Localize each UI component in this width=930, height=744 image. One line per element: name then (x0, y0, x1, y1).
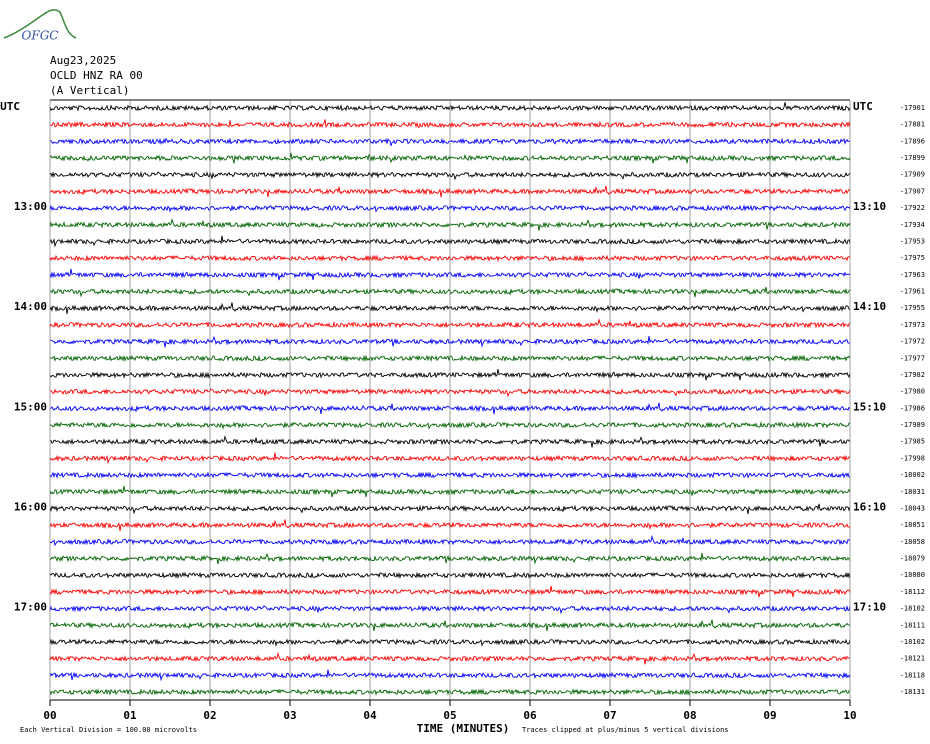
left-time-label: UTC (0, 100, 20, 113)
date: Aug23,2025 (50, 54, 116, 67)
right-time-label: 13:10 (853, 200, 886, 213)
clip-note: Traces clipped at plus/minus 5 vertical … (522, 726, 729, 734)
right-time-label: 16:10 (853, 500, 886, 513)
row-offset: -17922 (900, 204, 925, 212)
row-offset: -17982 (900, 371, 925, 379)
row-offset: -17998 (900, 454, 925, 462)
row-offset: -18112 (900, 588, 925, 596)
row-offset: -18058 (900, 538, 925, 546)
row-offset: -17980 (900, 388, 925, 396)
row-offset: -18002 (900, 471, 925, 479)
row-offset: -17975 (900, 254, 925, 262)
row-offset: -18102 (900, 638, 925, 646)
left-time-label: 14:00 (14, 300, 47, 313)
x-tick-label: 08 (683, 709, 696, 722)
logo-mark (3, 9, 77, 39)
x-tick-label: 02 (203, 709, 216, 722)
row-offset: -18051 (900, 521, 925, 529)
row-offset: -17972 (900, 338, 925, 346)
x-tick-label: 07 (603, 709, 616, 722)
x-tick-label: 01 (123, 709, 137, 722)
right-time-label: 15:10 (853, 400, 886, 413)
station: OCLD HNZ RA 00 (50, 69, 143, 82)
row-offset: -17963 (900, 271, 925, 279)
row-offset: -17989 (900, 421, 925, 429)
logo: OFGC (22, 29, 59, 43)
row-offset: -17985 (900, 438, 925, 446)
row-offset: -17907 (900, 187, 925, 195)
row-offset: -17909 (900, 171, 925, 179)
left-time-label: 16:00 (14, 500, 47, 513)
left-time-label: 17:00 (14, 601, 47, 614)
left-time-label: 15:00 (14, 400, 47, 413)
row-offset: -17986 (900, 404, 925, 412)
right-time-label: 14:10 (853, 300, 886, 313)
row-offset: -18131 (900, 688, 925, 696)
x-tick-label: 04 (363, 709, 377, 722)
right-time-label: 17:10 (853, 601, 886, 614)
row-offset: -17977 (900, 354, 925, 362)
row-offset: -17896 (900, 137, 925, 145)
x-tick-label: 03 (283, 709, 296, 722)
left-time-label: 13:00 (14, 200, 47, 213)
scale-note: Each Vertical Division = 100.00 microvol… (20, 726, 197, 734)
row-offset: -17953 (900, 237, 925, 245)
row-offset: -18102 (900, 605, 925, 613)
row-offset: -17901 (900, 104, 925, 112)
row-offset: -17955 (900, 304, 925, 312)
row-offset: -17881 (900, 121, 925, 129)
row-offset: -17973 (900, 321, 925, 329)
row-offset: -18079 (900, 555, 925, 563)
row-offset: -17934 (900, 221, 925, 229)
right-time-label: UTC (853, 100, 873, 113)
component: (A Vertical) (50, 84, 129, 97)
x-tick-label: 06 (523, 709, 537, 722)
x-tick-label: 10 (843, 709, 856, 722)
row-offset: -18031 (900, 488, 925, 496)
x-tick-label: 09 (763, 709, 776, 722)
row-offset: -18080 (900, 571, 925, 579)
row-offset: -18111 (900, 621, 925, 629)
x-axis-title: TIME (MINUTES) (417, 722, 510, 735)
x-tick-label: 00 (43, 709, 56, 722)
x-tick-label: 05 (443, 709, 456, 722)
row-offset: -18118 (900, 671, 925, 679)
row-offset: -17899 (900, 154, 925, 162)
row-offset: -17961 (900, 288, 925, 296)
row-offset: -18121 (900, 655, 925, 663)
row-offset: -18043 (900, 504, 925, 512)
